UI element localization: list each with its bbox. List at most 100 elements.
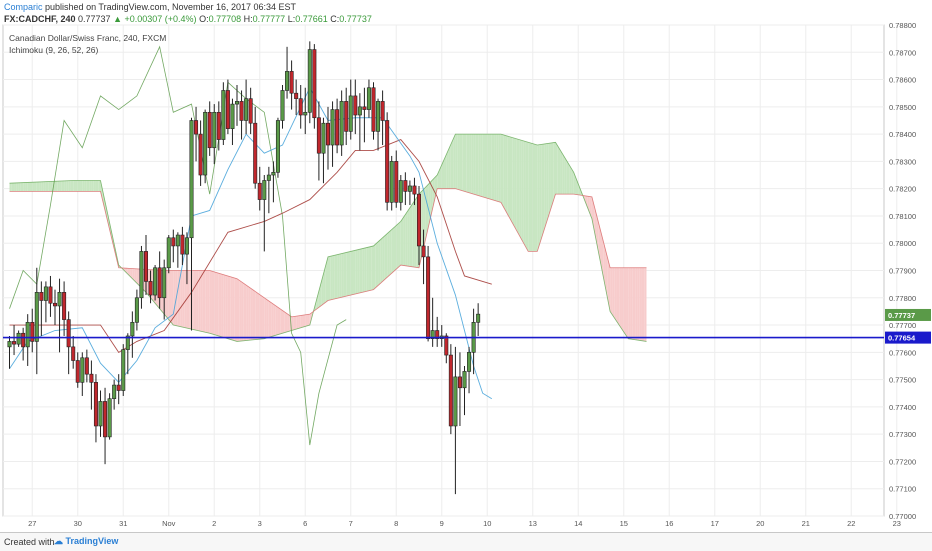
cloud-segment: [364, 247, 367, 292]
cloud-segment: [378, 239, 381, 286]
author-link[interactable]: Comparic: [4, 2, 43, 12]
cloud-segment: [259, 294, 263, 340]
cloud-segment: [575, 178, 579, 195]
cloud-segment: [84, 180, 87, 192]
candle-body: [362, 106, 367, 110]
candle-body: [194, 120, 199, 135]
y-tick-label: 0.78700: [889, 48, 916, 57]
candle-body: [80, 357, 85, 383]
cloud-segment: [439, 164, 442, 189]
candle-body: [116, 384, 121, 391]
x-tick-label: 23: [893, 519, 901, 528]
cloud-segment: [266, 299, 269, 339]
cloud-segment: [18, 182, 21, 192]
candle-body: [221, 90, 226, 140]
cloud-segment: [77, 180, 81, 192]
close-label: C:: [330, 14, 340, 24]
cloud-segment: [475, 134, 479, 196]
cloud-segment: [503, 134, 506, 211]
candle-body: [335, 109, 340, 146]
y-tick-label: 0.78200: [889, 185, 916, 194]
y-tick-label: 0.77100: [889, 485, 916, 494]
cloud-segment: [441, 159, 445, 189]
cloud-segment: [359, 248, 363, 293]
y-tick-label: 0.77700: [889, 321, 916, 330]
candle-body: [330, 109, 335, 146]
cloud-segment: [23, 182, 26, 192]
cloud-segment: [546, 143, 549, 223]
cloud-segment: [516, 138, 520, 236]
cloud-segment: [202, 270, 206, 333]
cloud-segment: [55, 181, 58, 192]
tradingview-logo[interactable]: ☁ TradingView: [54, 536, 119, 546]
cloud-segment: [268, 300, 272, 338]
cloud-segment: [591, 196, 595, 231]
cloud-segment: [564, 157, 567, 195]
cloud-segment: [337, 254, 340, 299]
cloud-segment: [166, 270, 169, 320]
line-price-tag-bg: [885, 331, 931, 344]
candle-body: [230, 103, 235, 129]
cloud-segment: [530, 142, 533, 252]
cloud-segment: [75, 180, 78, 192]
cloud-segment: [230, 276, 233, 341]
cloud-segment: [525, 141, 529, 252]
cloud-segment: [455, 134, 458, 190]
candle-body: [112, 384, 117, 400]
x-tick-label: 6: [303, 519, 307, 528]
x-tick-label: 15: [620, 519, 628, 528]
candle-body: [357, 106, 362, 116]
candle-body: [175, 234, 180, 247]
cloud-segment: [246, 285, 249, 341]
candle-body: [153, 267, 158, 296]
cloud-segment: [641, 267, 645, 342]
cloud-segment: [334, 254, 338, 299]
x-tick-label: 14: [574, 519, 582, 528]
candle-body: [426, 256, 431, 339]
cloud-segment: [189, 270, 192, 330]
footer: Created with ☁ TradingView: [0, 532, 932, 551]
cloud-segment: [316, 290, 319, 310]
cloud-segment: [232, 277, 235, 341]
cloud-segment: [632, 267, 636, 340]
candle-body: [421, 245, 426, 258]
cloud-segment: [243, 283, 247, 341]
cloud-segment: [610, 267, 613, 315]
last-price: 0.77737: [78, 14, 111, 24]
cloud-segment: [491, 134, 495, 201]
x-tick-label: 16: [665, 519, 673, 528]
cloud-segment: [505, 135, 508, 215]
cloud-segment: [500, 134, 504, 207]
indicator-legend[interactable]: Ichimoku (9, 26, 52, 26): [9, 45, 99, 55]
cloud-segment: [73, 180, 76, 192]
candle-body: [407, 185, 412, 192]
cloud-segment: [389, 229, 392, 276]
cloud-segment: [498, 134, 501, 203]
cloud-segment: [207, 270, 210, 334]
cloud-segment: [391, 227, 394, 274]
price-chart[interactable]: 0.78800 0.78700 0.78600 0.78500 0.78400 0.783…: [0, 0, 932, 532]
cloud-segment: [535, 144, 538, 252]
cloud-segment: [302, 314, 306, 328]
cloud-segment: [539, 144, 542, 245]
open-label: O:: [199, 14, 209, 24]
cloud-segment: [328, 256, 331, 301]
cloud-segment: [469, 134, 472, 194]
y-tick-label: 0.77900: [889, 267, 916, 276]
cloud-segment: [489, 134, 492, 200]
cloud-segment: [637, 267, 640, 341]
cloud-segment: [216, 272, 219, 336]
cloud-segment: [298, 315, 301, 329]
last-price-tag: 0.77737: [888, 311, 915, 320]
y-tick-label: 0.78000: [889, 239, 916, 248]
line-price-tag: 0.77654: [888, 334, 916, 343]
close-value: 0.77737: [339, 14, 372, 24]
cloud-segment: [623, 267, 627, 336]
candle-body: [476, 313, 481, 323]
cloud-segment: [89, 180, 92, 192]
candle-body: [52, 302, 57, 307]
y-tick-label: 0.77200: [889, 457, 916, 466]
cloud-segment: [466, 134, 470, 193]
y-tick-label: 0.77400: [889, 403, 916, 412]
cloud-segment: [171, 270, 174, 326]
